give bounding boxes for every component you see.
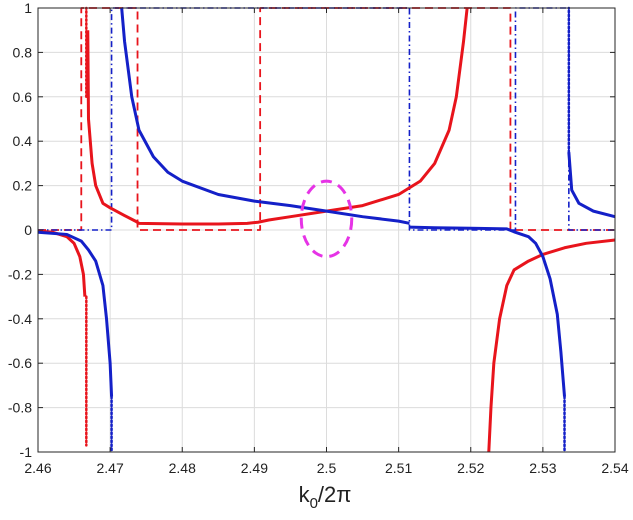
x-axis-title-subscript: 0 — [310, 495, 318, 512]
series-blue-solid-segment — [120, 7, 410, 225]
highlight-ellipse — [299, 179, 354, 259]
series-red-dashed-segment — [38, 7, 615, 231]
series-blue-solid-segment — [409, 225, 567, 397]
annotation-layer — [299, 179, 354, 259]
x-tick-label: 2.51 — [385, 460, 412, 476]
y-tick-label: 1 — [24, 0, 32, 16]
series-blue-dashdot-segment — [38, 7, 615, 231]
data-layer — [37, 6, 616, 454]
series-blue-solid-segment — [37, 230, 114, 397]
series-red-solid-segment — [487, 238, 616, 453]
y-tick-label: 0.4 — [13, 133, 33, 149]
y-tick-label: -0.4 — [8, 311, 32, 327]
series-red-solid-segment — [86, 7, 469, 226]
x-tick-label: 2.5 — [317, 460, 337, 476]
x-axis-title-main: k — [299, 482, 311, 507]
x-tick-label: 2.54 — [601, 460, 628, 476]
y-tick-labels: 1 0.8 0.6 0.4 0.2 0 -0.2 -0.4 -0.6 -0.8 -1 — [8, 0, 32, 460]
y-tick-label: -0.2 — [8, 266, 32, 282]
x-axis-title: k0/2π — [299, 482, 352, 512]
y-tick-label: -1 — [20, 444, 33, 460]
x-tick-label: 2.46 — [24, 460, 51, 476]
x-tick-label: 2.47 — [97, 460, 124, 476]
x-tick-label: 2.52 — [457, 460, 484, 476]
x-tick-label: 2.48 — [169, 460, 196, 476]
y-tick-label: 0.8 — [13, 44, 33, 60]
x-tick-label: 2.49 — [241, 460, 268, 476]
x-tick-labels: 2.46 2.47 2.48 2.49 2.5 2.51 2.52 2.53 2.54 — [24, 460, 628, 476]
x-axis-title-rest: /2π — [318, 482, 352, 507]
series-blue-solid-segment — [567, 152, 616, 219]
tick-marks — [37, 7, 616, 453]
y-tick-label: 0.2 — [13, 178, 33, 194]
y-tick-label: -0.6 — [8, 355, 32, 371]
y-tick-label: 0.6 — [13, 89, 33, 105]
x-tick-label: 2.53 — [529, 460, 556, 476]
y-tick-label: -0.8 — [8, 400, 32, 416]
y-tick-label: 0 — [24, 222, 32, 238]
